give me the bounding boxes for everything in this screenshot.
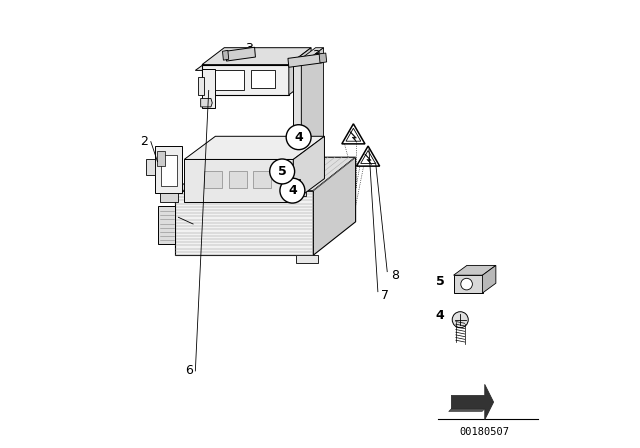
Polygon shape	[198, 77, 204, 95]
Text: 00180507: 00180507	[460, 426, 509, 437]
Text: 2: 2	[140, 135, 148, 148]
Polygon shape	[365, 154, 372, 165]
Text: 4: 4	[436, 309, 445, 322]
Polygon shape	[356, 146, 380, 166]
Polygon shape	[454, 265, 496, 275]
Polygon shape	[216, 69, 244, 90]
Text: 6: 6	[185, 364, 193, 377]
Bar	[253, 172, 271, 188]
Polygon shape	[342, 124, 365, 144]
Polygon shape	[223, 50, 228, 60]
Polygon shape	[314, 157, 356, 255]
Bar	[228, 172, 246, 188]
Polygon shape	[157, 151, 165, 166]
Polygon shape	[454, 275, 483, 293]
Polygon shape	[483, 265, 496, 293]
Polygon shape	[451, 384, 493, 420]
Polygon shape	[296, 255, 318, 263]
Text: 1: 1	[167, 211, 175, 224]
Polygon shape	[293, 65, 301, 190]
Text: 4: 4	[294, 131, 303, 144]
Polygon shape	[184, 136, 324, 159]
Polygon shape	[293, 136, 324, 202]
Circle shape	[280, 178, 305, 203]
Polygon shape	[160, 193, 177, 202]
Polygon shape	[296, 52, 320, 82]
Circle shape	[461, 278, 472, 290]
Polygon shape	[350, 132, 357, 142]
Polygon shape	[156, 146, 182, 193]
Polygon shape	[202, 65, 289, 95]
Circle shape	[452, 312, 468, 328]
Text: 3: 3	[245, 42, 253, 55]
Text: 7: 7	[381, 289, 389, 302]
Polygon shape	[158, 206, 175, 244]
Polygon shape	[288, 54, 322, 67]
Text: 5: 5	[436, 276, 445, 289]
Polygon shape	[175, 157, 356, 190]
Polygon shape	[449, 409, 484, 411]
Circle shape	[286, 125, 311, 150]
Polygon shape	[161, 155, 177, 186]
Polygon shape	[289, 47, 311, 95]
Polygon shape	[319, 53, 326, 63]
Polygon shape	[175, 190, 314, 255]
Polygon shape	[226, 47, 255, 61]
Polygon shape	[201, 99, 212, 107]
Text: 5: 5	[278, 165, 287, 178]
Polygon shape	[202, 47, 311, 65]
Text: 3: 3	[312, 49, 319, 62]
Polygon shape	[147, 159, 156, 175]
Polygon shape	[184, 159, 293, 202]
Polygon shape	[289, 189, 306, 196]
Polygon shape	[202, 69, 216, 108]
Text: 4: 4	[288, 184, 297, 197]
Polygon shape	[251, 70, 275, 88]
Polygon shape	[301, 47, 324, 190]
Polygon shape	[195, 52, 320, 70]
Circle shape	[269, 159, 294, 184]
Polygon shape	[293, 47, 324, 65]
Polygon shape	[284, 180, 300, 197]
Bar	[204, 172, 222, 188]
Text: 8: 8	[391, 269, 399, 282]
